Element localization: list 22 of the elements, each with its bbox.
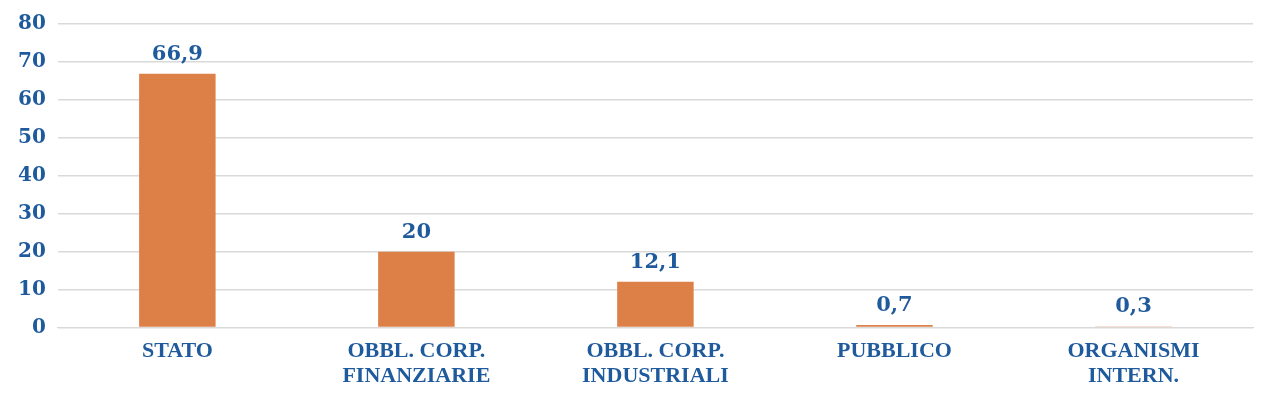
y-tick-label: 30: [17, 199, 46, 224]
y-tick-label: 60: [17, 86, 46, 111]
y-tick-label: 0: [31, 313, 46, 338]
x-tick-label: PUBBLICO: [836, 337, 952, 363]
bar: [139, 73, 216, 327]
data-label: 66,9: [151, 39, 203, 65]
data-label: 20: [401, 217, 431, 243]
y-tick-label: 70: [17, 48, 46, 73]
x-tick-label: OBBL. CORP. FINANZIARIE: [342, 337, 491, 387]
y-tick-label: 10: [17, 275, 46, 300]
y-tick-label: 40: [17, 162, 46, 186]
x-tick-label: ORGANISMI INTERN.: [1067, 337, 1200, 387]
x-tick-label: STATO: [141, 337, 213, 363]
x-tick-label: OBBL. CORP. INDUSTRIALI: [582, 337, 729, 387]
data-label: 0,7: [876, 290, 913, 316]
y-tick-label: 80: [17, 10, 46, 35]
data-label: 12,1: [629, 247, 681, 273]
data-label: 0,3: [1115, 292, 1152, 318]
bar: [378, 251, 455, 327]
bar: [617, 281, 694, 327]
y-tick-label: 20: [17, 237, 46, 262]
y-tick-label: 50: [17, 124, 46, 149]
